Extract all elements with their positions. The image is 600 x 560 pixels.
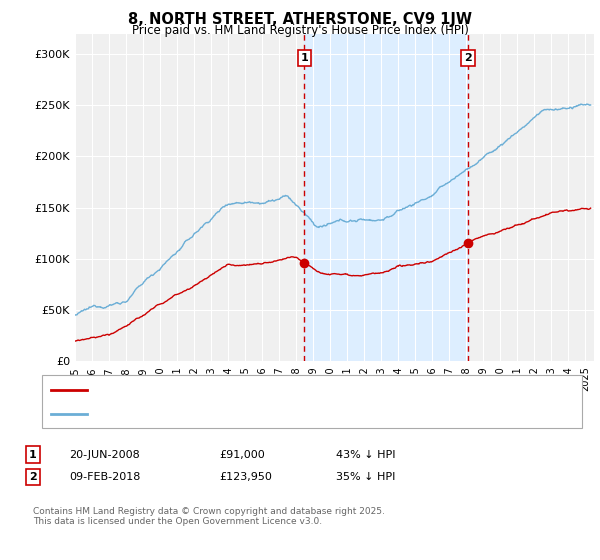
Text: HPI: Average price, semi-detached house, North Warwickshire: HPI: Average price, semi-detached house,…	[93, 408, 416, 418]
Text: 2: 2	[464, 53, 472, 63]
Text: Contains HM Land Registry data © Crown copyright and database right 2025.
This d: Contains HM Land Registry data © Crown c…	[33, 507, 385, 526]
Text: 1: 1	[301, 53, 308, 63]
Text: 2: 2	[29, 472, 37, 482]
Bar	[304, 34, 468, 361]
Text: 8, NORTH STREET, ATHERSTONE, CV9 1JW (semi-detached house): 8, NORTH STREET, ATHERSTONE, CV9 1JW (se…	[93, 385, 436, 395]
Text: 09-FEB-2018: 09-FEB-2018	[69, 472, 140, 482]
Text: 43% ↓ HPI: 43% ↓ HPI	[336, 450, 395, 460]
Text: 8, NORTH STREET, ATHERSTONE, CV9 1JW: 8, NORTH STREET, ATHERSTONE, CV9 1JW	[128, 12, 472, 27]
Text: 1: 1	[29, 450, 37, 460]
Text: Price paid vs. HM Land Registry's House Price Index (HPI): Price paid vs. HM Land Registry's House …	[131, 24, 469, 36]
Text: 35% ↓ HPI: 35% ↓ HPI	[336, 472, 395, 482]
Text: £91,000: £91,000	[219, 450, 265, 460]
Text: 20-JUN-2008: 20-JUN-2008	[69, 450, 140, 460]
Text: £123,950: £123,950	[219, 472, 272, 482]
